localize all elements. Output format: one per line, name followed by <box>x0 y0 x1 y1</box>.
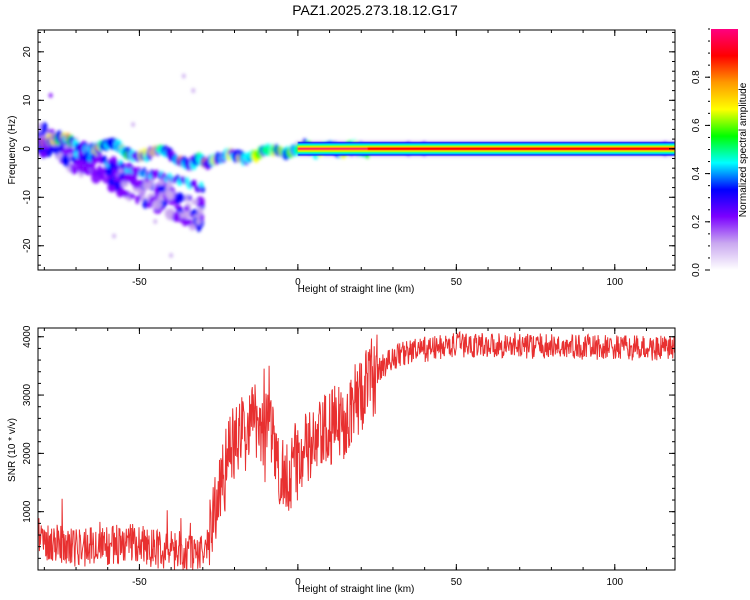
spectrogram-cell <box>191 199 199 205</box>
carrier-core <box>367 147 675 151</box>
spectrogram-x-tick-label: 50 <box>451 277 463 288</box>
spectrogram-y-tick-label: 20 <box>22 46 33 58</box>
spectrogram-cell <box>60 148 71 156</box>
snr-y-tick-label: 3000 <box>22 384 33 407</box>
spectrogram-frame <box>37 29 676 271</box>
spectrogram-cell <box>131 122 135 127</box>
spectrogram-cell <box>122 175 131 182</box>
spectrogram-y-tick-label: -10 <box>22 190 33 205</box>
spectrogram-cell <box>129 193 136 200</box>
spectrogram-cell <box>197 206 204 216</box>
spectrogram-cell <box>83 166 90 175</box>
snr-panel: -50 0 50 100 1000 2000 3000 4000 Height of stra… <box>7 325 676 595</box>
figure-title: PAZ1.2025.273.18.12.G17 <box>292 2 458 18</box>
spectrogram-cell <box>112 233 116 239</box>
colorbar-tick-label: 0.8 <box>691 70 702 84</box>
spectrogram-cell <box>147 201 154 208</box>
spectrogram-cell <box>136 194 142 201</box>
spectrogram-cell <box>108 184 117 193</box>
colorbar: 0.0 0.2 0.4 0.6 0.8 Normalized spectral ampl… <box>691 28 749 277</box>
spectrogram-cell <box>47 129 55 135</box>
spectrogram-cell <box>183 205 190 212</box>
spectrogram-x-tick-label: -50 <box>132 277 147 288</box>
spectrogram-cell <box>90 168 100 177</box>
spectrogram-y-axis-label: Frequency (Hz) <box>7 116 18 185</box>
spectrogram-cell <box>169 253 174 258</box>
spectrogram-cell <box>157 184 166 193</box>
spectrogram-cell <box>39 151 47 158</box>
colorbar-gradient <box>711 29 738 270</box>
spectrogram-y-tick-label: 0 <box>22 146 33 152</box>
colorbar-tick-label: 0.4 <box>691 166 702 180</box>
spectrogram-x-tick-label: 100 <box>606 277 623 288</box>
spectrogram-cell <box>184 195 190 202</box>
spectrogram-cell <box>181 73 186 79</box>
spectrogram-x-tick-label: 0 <box>295 277 301 288</box>
spectrogram-cell <box>98 173 106 181</box>
spectrogram-y-tick-label: 10 <box>22 94 33 106</box>
snr-x-axis-label: Height of straight line (km) <box>298 584 415 595</box>
spectrogram-cell <box>166 190 175 201</box>
spectrogram-cell <box>152 199 163 210</box>
snr-y-axis-label: SNR (10 * v/v) <box>7 418 18 482</box>
spectrogram-cell <box>120 180 129 188</box>
spectrogram-cell <box>185 218 193 226</box>
spectrogram-cell <box>189 209 198 216</box>
spectrogram-cell <box>148 178 154 189</box>
snr-frame <box>37 327 676 571</box>
snr-y-tick-label: 2000 <box>22 442 33 465</box>
spectrogram-cell <box>174 197 181 205</box>
spectrogram-cell <box>48 93 53 98</box>
spectrogram-ticks: -50 0 50 100 -20 -10 0 10 20 <box>22 30 675 288</box>
spectrogram-y-tick-label: -20 <box>22 238 33 253</box>
spectrogram-panel: -50 0 50 100 -20 -10 0 10 20 Height of straight … <box>7 29 676 295</box>
spectrogram-cell <box>137 180 144 186</box>
spectrogram-heatmap <box>38 73 675 258</box>
spectrogram-cell <box>200 186 206 193</box>
colorbar-tick-label: 0.0 <box>691 263 702 277</box>
colorbar-label: Normalized spectral amplitude <box>738 82 749 217</box>
spectrogram-cell <box>70 162 75 173</box>
snr-x-tick-label: 50 <box>451 577 463 588</box>
spectrogram-x-axis-label: Height of straight line (km) <box>298 284 415 295</box>
spectrogram-cell <box>121 190 130 197</box>
colorbar-ticks: 0.0 0.2 0.4 0.6 0.8 <box>691 28 710 277</box>
snr-plot-area <box>38 328 675 570</box>
spectrogram-cell <box>172 212 181 223</box>
spectrogram-cell <box>164 208 173 218</box>
spectrogram-cell <box>153 219 158 224</box>
snr-y-tick-label: 4000 <box>22 325 33 348</box>
spectrogram-cell <box>52 146 60 155</box>
colorbar-tick-label: 0.6 <box>691 118 702 132</box>
snr-y-tick-label: 1000 <box>22 500 33 523</box>
spectrogram-cell <box>113 158 118 166</box>
spectrogram-cell <box>114 180 120 191</box>
snr-x-tick-label: 0 <box>295 577 301 588</box>
spectrogram-cell <box>63 157 70 168</box>
snr-x-tick-label: -50 <box>132 577 147 588</box>
snr-series-line <box>38 330 675 570</box>
spectrogram-cell <box>191 88 196 94</box>
snr-ticks: -50 0 50 100 1000 2000 3000 4000 <box>22 325 675 588</box>
spectrogram-cell <box>142 198 149 209</box>
snr-x-tick-label: 100 <box>606 577 623 588</box>
main-carrier-line <box>297 142 675 156</box>
spectrogram-cell <box>195 218 202 226</box>
spectrogram-cell <box>40 122 48 134</box>
colorbar-tick-label: 0.2 <box>691 214 702 228</box>
